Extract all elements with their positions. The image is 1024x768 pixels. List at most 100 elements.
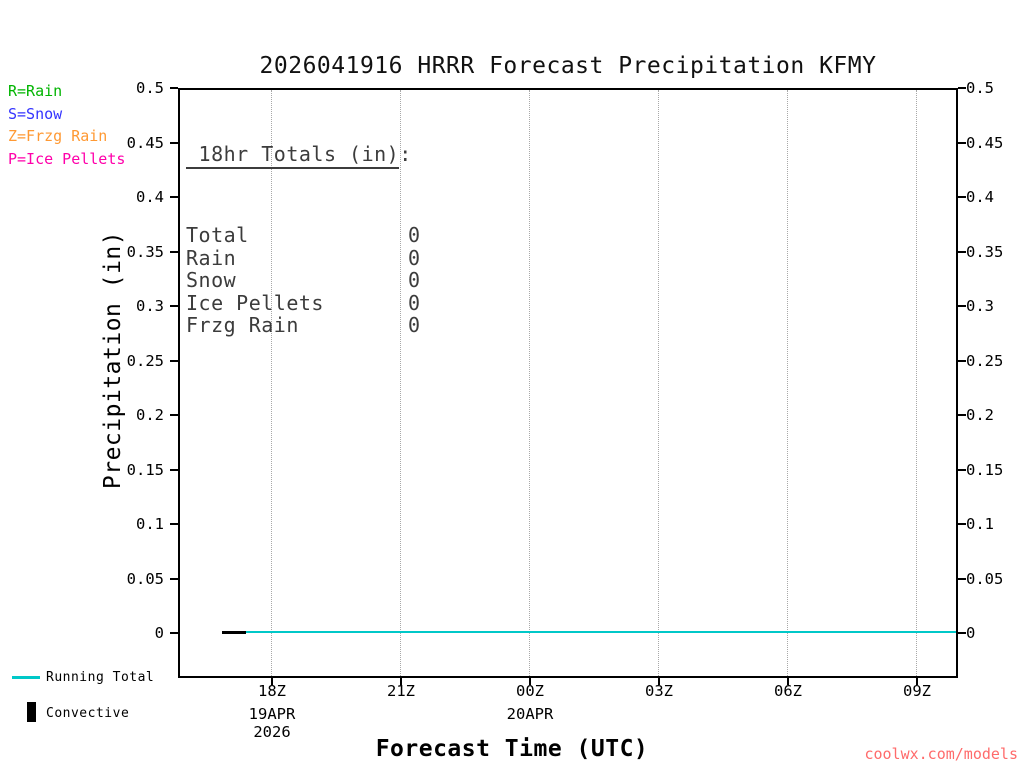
- totals-header-colon: :: [399, 142, 412, 166]
- y-tick-mark-right: [958, 468, 966, 471]
- totals-row-value: 0: [408, 313, 421, 337]
- x-gridline: [658, 90, 659, 676]
- y-tick-mark-left: [170, 523, 178, 525]
- y-tick-mark-right: [958, 414, 966, 416]
- site-watermark: coolwx.com/models: [864, 745, 1018, 763]
- y-tick-label-right: 0.5: [966, 79, 994, 97]
- y-tick-mark-right: [958, 196, 966, 198]
- totals-row: Frzg Rain 0: [186, 314, 466, 337]
- x-date-label: 19APR: [248, 705, 296, 723]
- x-tick-label: 18Z: [258, 682, 286, 700]
- bottom-legend-label: Running Total: [46, 670, 155, 685]
- x-tick-mark: [529, 678, 531, 685]
- plot-area: [178, 88, 958, 678]
- y-tick-label-left: 0.5: [136, 79, 164, 97]
- series-line-start-segment: [222, 631, 246, 634]
- y-tick-label-right: 0.2: [966, 406, 994, 424]
- y-tick-label-right: 0.45: [966, 133, 1004, 152]
- x-gridline: [916, 90, 917, 676]
- y-tick-mark-left: [170, 359, 178, 362]
- y-tick-mark-left: [170, 87, 178, 89]
- y-tick-label-left: 0: [154, 624, 164, 642]
- y-tick-label-right: 0.3: [966, 297, 994, 315]
- precip-type-legend-item: R=Rain: [8, 82, 63, 100]
- x-tick-mark: [400, 678, 402, 685]
- y-tick-mark-left: [170, 632, 178, 634]
- totals-row-value: 0: [408, 245, 421, 270]
- x-tick-mark: [658, 678, 660, 685]
- totals-row-label: Frzg Rain: [186, 313, 299, 337]
- y-tick-label-right: 0.1: [966, 515, 994, 533]
- y-tick-mark-left: [170, 468, 178, 471]
- y-tick-mark-left: [170, 577, 178, 580]
- totals-row-value: 0: [408, 223, 421, 247]
- y-tick-label-right: 0.35: [966, 242, 1004, 261]
- y-tick-label-right: 0.25: [966, 351, 1004, 370]
- x-gridline: [529, 90, 530, 676]
- totals-row: Snow 0: [186, 269, 466, 292]
- y-tick-label-left: 0.15: [126, 460, 164, 479]
- x-gridline: [400, 90, 401, 676]
- x-tick-label: 21Z: [387, 682, 415, 700]
- totals-row-label: Ice Pellets: [186, 290, 324, 315]
- totals-row: Rain 0: [186, 245, 466, 270]
- x-tick-mark: [271, 678, 273, 685]
- y-tick-label-left: 0.2: [136, 406, 164, 424]
- series-line-running-total: [222, 631, 956, 633]
- y-tick-mark-left: [170, 196, 178, 198]
- totals-row-value: 0: [408, 290, 421, 315]
- x-date-label: 20APR: [506, 705, 554, 723]
- totals-row: Ice Pellets 0: [186, 290, 466, 315]
- x-tick-mark: [787, 678, 789, 685]
- y-tick-mark-right: [958, 577, 966, 580]
- x-date-label: 2026: [253, 723, 291, 741]
- y-tick-mark-right: [958, 87, 966, 89]
- y-tick-mark-left: [170, 305, 178, 307]
- x-tick-mark: [916, 678, 918, 685]
- y-tick-label-right: 0.05: [966, 569, 1004, 588]
- y-tick-label-right: 0: [966, 624, 976, 642]
- y-tick-mark-right: [958, 305, 966, 307]
- totals-row-value: 0: [408, 268, 421, 292]
- precip-type-legend-item: S=Snow: [8, 104, 63, 123]
- y-tick-label-left: 0.45: [126, 133, 164, 152]
- y-tick-label-left: 0.05: [126, 569, 164, 588]
- y-tick-mark-right: [958, 141, 966, 144]
- totals-row-label: Snow: [186, 268, 237, 292]
- x-tick-label: 09Z: [903, 682, 931, 700]
- x-axis-label: Forecast Time (UTC): [375, 736, 649, 762]
- x-tick-label: 03Z: [645, 682, 673, 700]
- totals-header: 18hr Totals (in):: [186, 142, 466, 169]
- convective-bar-swatch: [27, 702, 36, 722]
- y-tick-label-right: 0.15: [966, 460, 1004, 479]
- x-gridline: [271, 90, 272, 676]
- y-tick-label-left: 0.3: [136, 297, 164, 315]
- x-gridline: [787, 90, 788, 676]
- x-tick-label: 06Z: [774, 682, 802, 700]
- running-total-line-swatch: [12, 676, 40, 679]
- bottom-legend-label: Convective: [46, 706, 130, 721]
- x-tick-label: 00Z: [516, 682, 544, 700]
- y-tick-mark-left: [170, 141, 178, 144]
- y-tick-mark-left: [170, 250, 178, 253]
- y-tick-mark-left: [170, 414, 178, 416]
- totals-row: Total 0: [186, 224, 466, 247]
- precip-type-legend-item: Z=Frzg Rain: [8, 127, 108, 146]
- y-tick-mark-right: [958, 523, 966, 525]
- totals-row-label: Total: [186, 223, 249, 247]
- y-tick-mark-right: [958, 250, 966, 253]
- totals-header-text: 18hr Totals (in): [186, 142, 400, 169]
- y-tick-label-left: 0.35: [126, 242, 164, 261]
- y-tick-mark-right: [958, 632, 966, 634]
- y-tick-label-left: 0.25: [126, 351, 164, 370]
- chart-title: 2026041916 HRRR Forecast Precipitation K…: [259, 53, 877, 79]
- y-tick-mark-right: [958, 359, 966, 362]
- totals-box: 18hr Totals (in): Total 0 Rain 0 Snow 0 Ice Pe…: [186, 94, 466, 385]
- totals-rows: Total 0 Rain 0 Snow 0 Ice Pellets 0 Frzg Rain 0: [186, 224, 466, 337]
- y-tick-label-left: 0.4: [136, 188, 164, 206]
- precip-type-legend-item: P=Ice Pellets: [8, 150, 126, 169]
- y-tick-label-left: 0.1: [136, 515, 164, 533]
- totals-row-label: Rain: [186, 245, 237, 270]
- y-tick-label-right: 0.4: [966, 188, 994, 206]
